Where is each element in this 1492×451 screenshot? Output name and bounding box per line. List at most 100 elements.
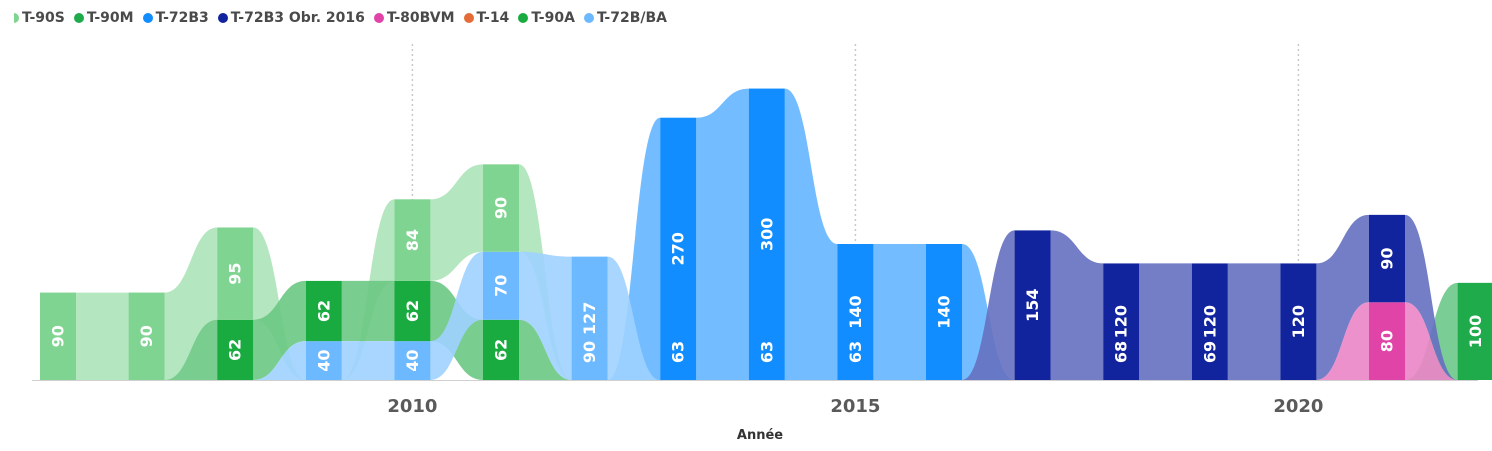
data-label: 120 xyxy=(1200,305,1219,338)
data-label: 84 xyxy=(403,229,422,251)
legend-marker xyxy=(142,13,153,23)
data-label: 70 xyxy=(492,275,511,297)
legend-item-t-90s[interactable]: T-90S xyxy=(14,10,65,26)
chart-legend: T-90S T-90M T-72B3 T-72B3 Obr. 2016 T-80BVM T… xyxy=(14,7,676,29)
data-label: 127 xyxy=(580,302,599,335)
legend-label: T-14 xyxy=(476,10,510,26)
legend-item-t-80bvm[interactable]: T-80BVM xyxy=(373,10,455,26)
bar-t-72b3-obr-2016-2021 xyxy=(1369,214,1405,303)
data-label: 62 xyxy=(314,300,333,322)
data-label: 100 xyxy=(1466,315,1485,348)
bar-t-90a-2010 xyxy=(394,280,431,342)
bar-t-90s-2006 xyxy=(40,292,76,380)
legend-marker xyxy=(518,13,529,23)
bar-t-72b3-obr-2016-2019 xyxy=(1191,263,1228,380)
legend-marker xyxy=(14,13,19,23)
ribbon-t-90a-2008 xyxy=(253,280,306,380)
ribbons xyxy=(76,88,1458,381)
bar-t-90s-2007 xyxy=(128,292,165,380)
bar-t-72b3-2013 xyxy=(660,117,697,380)
bar-t-90s-2010 xyxy=(394,199,431,281)
data-labels: 90 90 95 62 62 40 84 62 40 90 70 62 127 90 270 63 300 63 1… xyxy=(49,197,1486,372)
bar-t-90a-2011 xyxy=(483,319,519,380)
data-label: 40 xyxy=(403,349,422,371)
x-tick-label: 2010 xyxy=(387,396,437,417)
bar-t-90m-2022 xyxy=(1457,282,1492,380)
data-label: 140 xyxy=(846,295,865,328)
ribbon-t-72b3-2012 xyxy=(607,117,661,380)
legend-label: T-72B3 xyxy=(155,10,209,26)
data-label: 120 xyxy=(1112,305,1131,338)
data-label: 63 xyxy=(757,341,776,363)
ribbon-t-72b3-obr-2016-2016 xyxy=(962,230,1015,380)
ribbon-t-80bvm-2020 xyxy=(1316,302,1369,380)
data-label: 154 xyxy=(1023,288,1042,321)
legend-marker xyxy=(373,13,384,23)
ribbon-t-72b3-2014 xyxy=(784,88,838,381)
x-axis: 2010 2015 2020 Année xyxy=(387,396,1323,443)
bar-t-90s-2008 xyxy=(217,227,254,320)
legend-marker xyxy=(73,13,84,23)
data-label: 90 xyxy=(492,197,511,219)
legend-marker xyxy=(463,13,474,23)
x-tick-label: 2015 xyxy=(830,396,880,417)
legend-label: T-90A xyxy=(531,10,575,26)
data-label: 62 xyxy=(492,339,511,361)
ribbon-t-72b3-obr-2016-2019 xyxy=(1227,263,1281,380)
legend-label: T-80BVM xyxy=(386,10,455,26)
data-label: 90 xyxy=(580,341,599,363)
legend-item-t-90m[interactable]: T-90M xyxy=(73,10,134,26)
data-label: 90 xyxy=(137,325,156,347)
bar-t-80bvm-2021 xyxy=(1369,302,1405,380)
x-axis-title: Année xyxy=(737,428,783,443)
bar-t-72b3-obr-2016-2018 xyxy=(1103,263,1140,380)
bar-t-90a-2008 xyxy=(217,319,254,380)
bar-t-72b3-2014 xyxy=(748,88,785,381)
ribbon-t-90s-2007 xyxy=(164,227,218,380)
legend-item-t-72b3-obr-2016[interactable]: T-72B3 Obr. 2016 xyxy=(217,10,365,26)
bar-t-72b-ba-2009 xyxy=(305,341,342,380)
ribbon-t-72b-ba-2009 xyxy=(341,341,395,380)
data-label: 95 xyxy=(226,262,245,284)
ribbon-t-72b-ba-2010 xyxy=(430,251,483,380)
bar-t-72b3-2016 xyxy=(926,244,962,380)
data-label: 63 xyxy=(669,341,688,363)
bar-t-90s-2011 xyxy=(483,164,519,252)
data-label: 300 xyxy=(757,218,776,251)
bars xyxy=(40,88,1492,381)
data-label: 63 xyxy=(846,341,865,363)
legend-item-t-72b3[interactable]: T-72B3 xyxy=(142,10,209,26)
ribbon-t-72b-ba-2008 xyxy=(253,341,306,380)
data-label: 90 xyxy=(49,325,68,347)
ribbon-t-72b3-2013 xyxy=(696,88,749,381)
ribbon-t-90s-2011 xyxy=(519,164,572,380)
legend-label: T-90M xyxy=(86,10,134,26)
legend-item-t-72b-ba[interactable]: T-72B/BA xyxy=(583,10,668,26)
ribbon-t-72b3-obr-2016-2017 xyxy=(1050,230,1104,380)
legend-label: T-72B/BA xyxy=(596,10,668,26)
ribbon-t-80bvm-2021 xyxy=(1405,302,1458,380)
legend-marker xyxy=(583,13,594,23)
legend-label: T-90S xyxy=(22,10,65,26)
legend-marker xyxy=(217,13,228,23)
legend-item-t-90a[interactable]: T-90A xyxy=(518,10,575,26)
bar-t-72b-ba-2012 xyxy=(571,256,608,380)
bar-t-72b3-obr-2016-2020 xyxy=(1280,263,1317,380)
ribbon-t-90a-2009 xyxy=(341,280,395,342)
bar-t-90a-2009 xyxy=(305,280,342,342)
data-label: 80 xyxy=(1378,330,1397,352)
data-label: 68 xyxy=(1112,341,1131,363)
data-label: 140 xyxy=(935,295,954,328)
data-label: 69 xyxy=(1200,341,1219,363)
legend-label: T-72B3 Obr. 2016 xyxy=(230,10,365,26)
ribbon-t-72b3-obr-2016-2021 xyxy=(1405,214,1458,380)
ribbon-t-72b3-obr-2016-2018 xyxy=(1139,263,1192,380)
bar-t-72b3-obr-2016-2017 xyxy=(1014,230,1051,380)
ribbon-t-72b-ba-2011 xyxy=(519,251,572,380)
ribbon-t-90s-2009 xyxy=(341,199,395,380)
legend-item-t-14[interactable]: T-14 xyxy=(463,10,510,26)
ribbon-t-72b-ba-2012 xyxy=(607,256,661,380)
ribbon-t-90a-2007 xyxy=(164,319,218,380)
bar-t-72b3-2015 xyxy=(837,244,874,380)
